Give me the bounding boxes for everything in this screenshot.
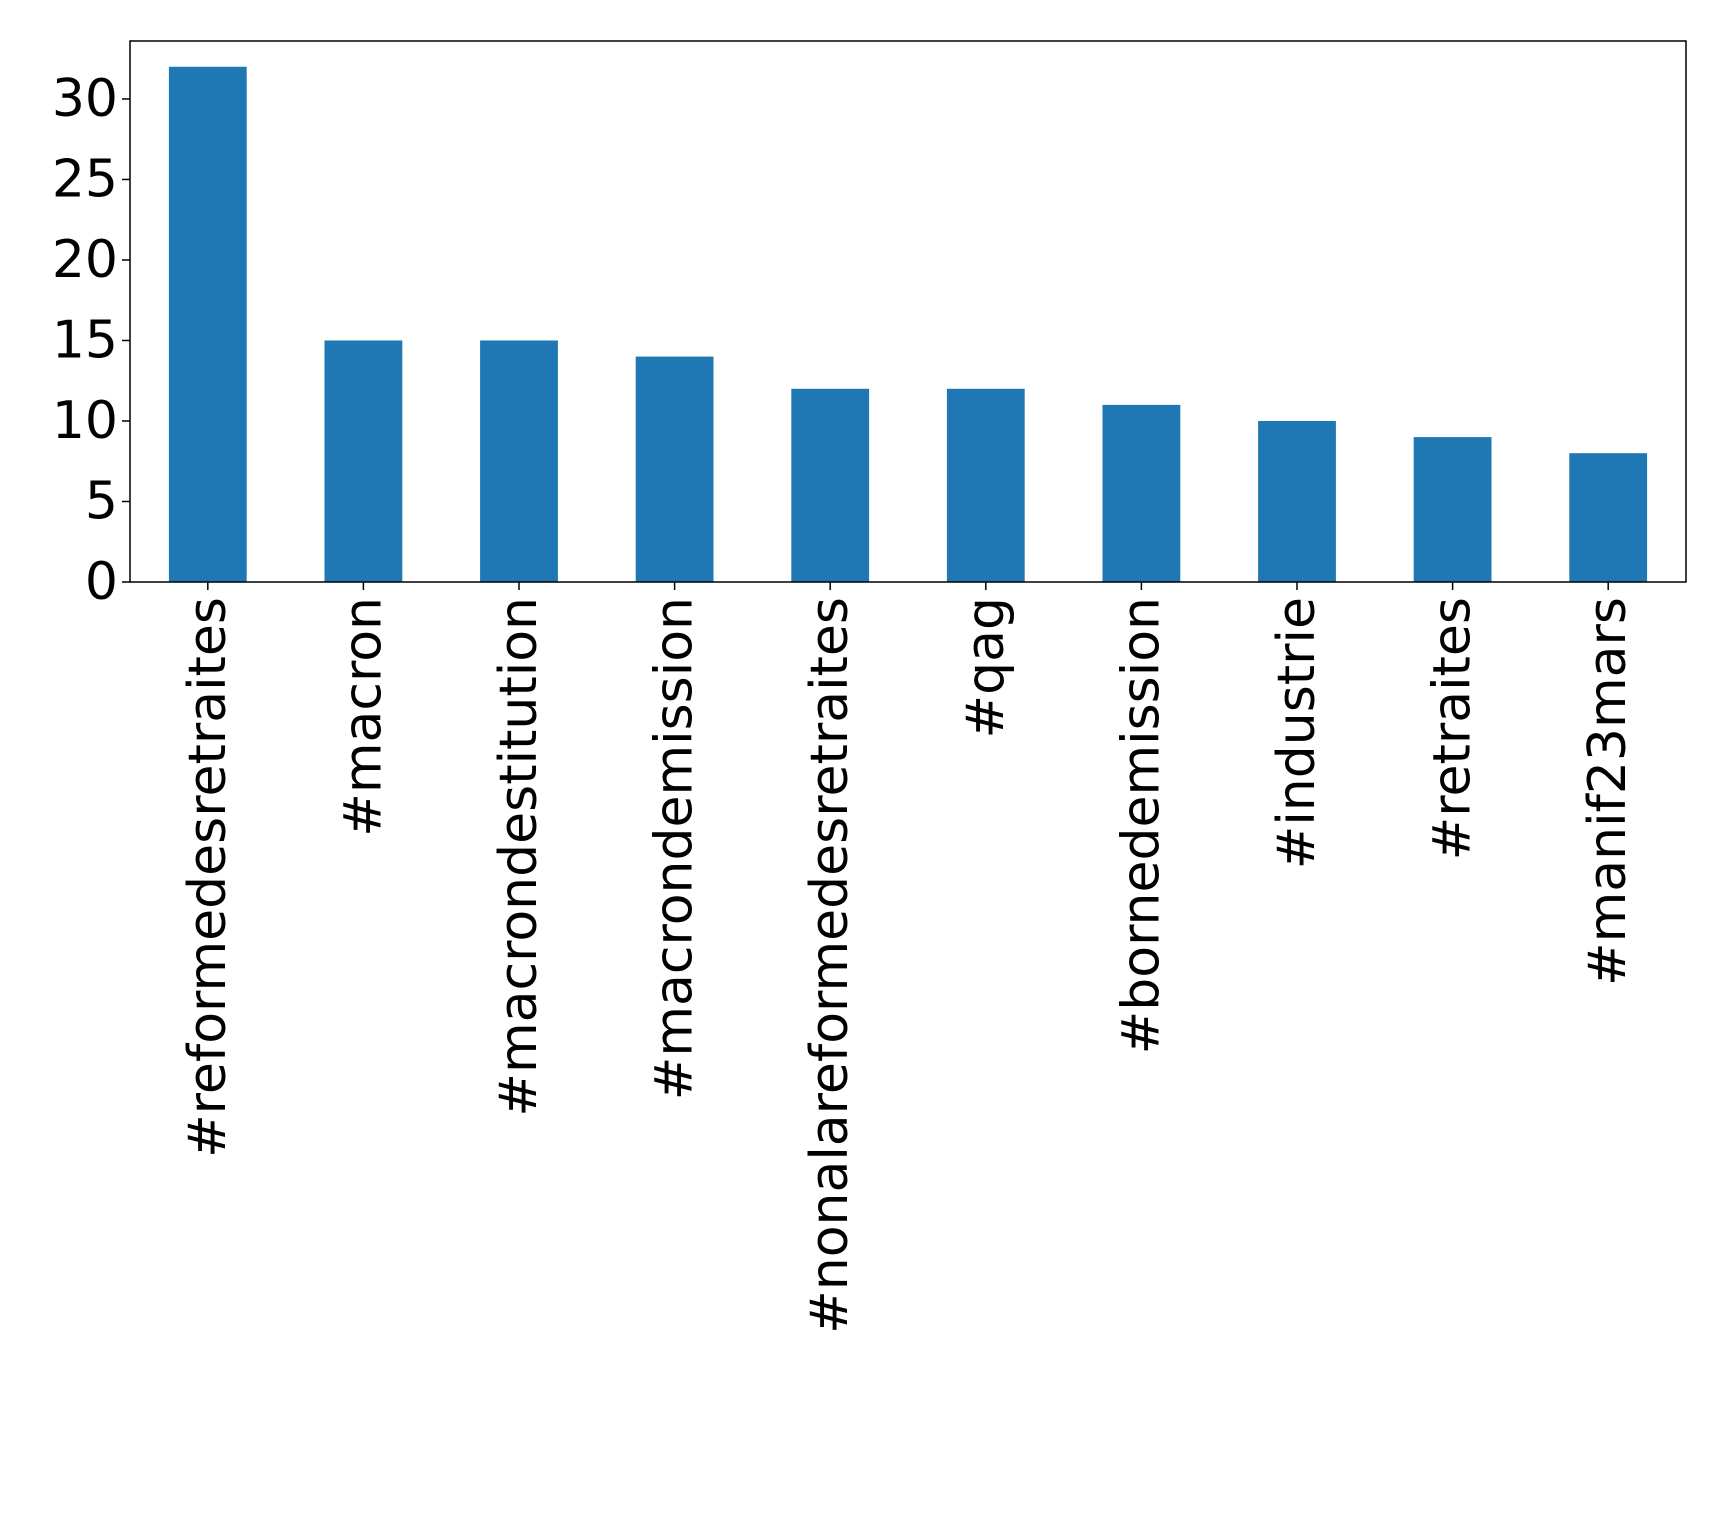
y-tick-label: 20 [52,230,118,290]
bar [635,356,714,582]
bar [480,340,558,582]
x-tick-label: #nonalareformedesretraites [800,597,860,1334]
bar [168,66,247,582]
y-tick-label: 30 [52,69,118,129]
plot-frame [129,40,1687,583]
bars-layer [168,66,1648,582]
y-tick-label: 10 [52,391,118,451]
x-tick-label: #qag [956,597,1016,738]
bar [1413,437,1492,582]
x-tick-label: #reformedesretraites [178,597,238,1158]
bar [946,388,1025,582]
y-axis: 0 5 10 15 20 25 30 [52,69,130,612]
x-tick-label: #macron [333,597,393,837]
bar [791,388,870,582]
x-axis: #reformedesretraites #macron #macrondestit… [178,582,1638,1334]
y-tick-label: 5 [85,471,118,531]
bar [1102,404,1181,582]
y-tick-label: 25 [52,149,118,209]
x-tick-label: #retraites [1423,597,1483,860]
x-tick-label: #industrie [1267,597,1327,869]
x-tick-label: #manif23mars [1578,597,1638,986]
x-tick-label: #bornedemission [1111,597,1171,1054]
y-tick-label: 15 [52,310,118,370]
x-tick-label: #macrondemission [645,597,705,1100]
bar [1258,420,1336,582]
bar [1569,453,1648,582]
bar [324,340,403,582]
x-tick-label: #macrondestitution [489,597,549,1117]
y-tick-label: 0 [85,552,118,612]
